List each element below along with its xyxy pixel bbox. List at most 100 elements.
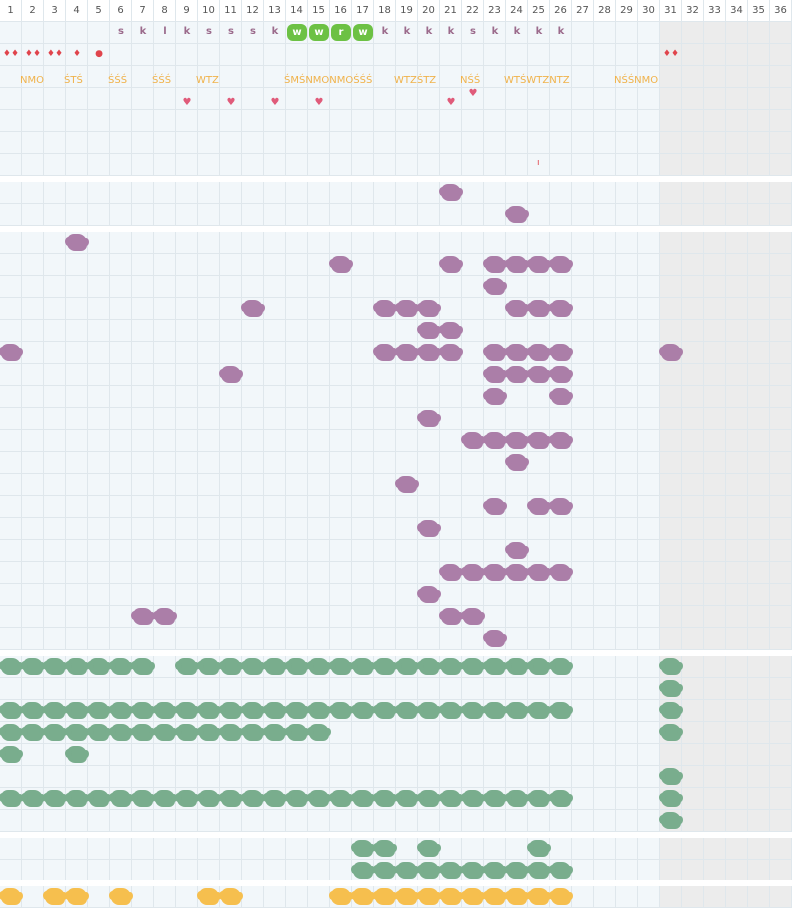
- grid-cell[interactable]: [286, 606, 308, 628]
- grid-cell[interactable]: [726, 656, 748, 678]
- grid-cell[interactable]: [44, 22, 66, 44]
- grid-cell[interactable]: [22, 22, 44, 44]
- grid-cell[interactable]: [528, 88, 550, 110]
- grid-cell[interactable]: [44, 628, 66, 650]
- grid-cell[interactable]: [660, 298, 682, 320]
- grid-cell[interactable]: [638, 744, 660, 766]
- grid-cell[interactable]: [44, 182, 66, 204]
- green-entry[interactable]: [395, 658, 419, 675]
- grid-cell[interactable]: [176, 766, 198, 788]
- green-entry[interactable]: [241, 702, 265, 719]
- green-entry[interactable]: [175, 658, 199, 675]
- grid-cell[interactable]: [484, 606, 506, 628]
- grid-cell[interactable]: [132, 22, 154, 44]
- day-header[interactable]: 12: [242, 0, 264, 22]
- grid-cell[interactable]: [176, 154, 198, 176]
- grid-cell[interactable]: [682, 232, 704, 254]
- grid-cell[interactable]: [132, 584, 154, 606]
- grid-cell[interactable]: [440, 66, 462, 88]
- grid-cell[interactable]: [330, 584, 352, 606]
- grid-cell[interactable]: [220, 860, 242, 882]
- grid-cell[interactable]: [748, 722, 770, 744]
- grid-cell[interactable]: [616, 452, 638, 474]
- grid-cell[interactable]: [286, 66, 308, 88]
- grid-cell[interactable]: [44, 364, 66, 386]
- purple-entry[interactable]: [483, 344, 507, 361]
- grid-cell[interactable]: [0, 232, 22, 254]
- grid-cell[interactable]: [220, 254, 242, 276]
- grid-cell[interactable]: [770, 540, 792, 562]
- day-header[interactable]: 3: [44, 0, 66, 22]
- grid-cell[interactable]: [330, 766, 352, 788]
- grid-cell[interactable]: [616, 474, 638, 496]
- grid-cell[interactable]: [704, 110, 726, 132]
- grid-cell[interactable]: [704, 700, 726, 722]
- grid-cell[interactable]: [616, 562, 638, 584]
- grid-cell[interactable]: [726, 518, 748, 540]
- grid-cell[interactable]: [154, 22, 176, 44]
- grid-cell[interactable]: [44, 474, 66, 496]
- grid-cell[interactable]: [352, 496, 374, 518]
- grid-cell[interactable]: [440, 722, 462, 744]
- grid-cell[interactable]: [396, 182, 418, 204]
- grid-cell[interactable]: [66, 66, 88, 88]
- grid-cell[interactable]: [770, 254, 792, 276]
- grid-cell[interactable]: [44, 320, 66, 342]
- day-header[interactable]: 28: [594, 0, 616, 22]
- grid-cell[interactable]: [572, 496, 594, 518]
- grid-cell[interactable]: [660, 204, 682, 226]
- grid-cell[interactable]: [660, 276, 682, 298]
- grid-cell[interactable]: [176, 518, 198, 540]
- purple-entry[interactable]: [417, 300, 441, 317]
- grid-cell[interactable]: [242, 886, 264, 908]
- grid-cell[interactable]: [44, 44, 66, 66]
- grid-cell[interactable]: [726, 562, 748, 584]
- grid-cell[interactable]: [506, 584, 528, 606]
- grid-cell[interactable]: [308, 88, 330, 110]
- green-entry[interactable]: [527, 658, 551, 675]
- grid-cell[interactable]: [66, 298, 88, 320]
- green-entry[interactable]: [263, 702, 287, 719]
- grid-cell[interactable]: [374, 496, 396, 518]
- grid-cell[interactable]: [220, 584, 242, 606]
- grid-cell[interactable]: [44, 540, 66, 562]
- green-entry[interactable]: [505, 702, 529, 719]
- grid-cell[interactable]: [748, 154, 770, 176]
- grid-cell[interactable]: [66, 276, 88, 298]
- grid-cell[interactable]: [594, 540, 616, 562]
- grid-cell[interactable]: [132, 110, 154, 132]
- grid-cell[interactable]: [704, 276, 726, 298]
- grid-cell[interactable]: [726, 860, 748, 882]
- grid-cell[interactable]: [308, 766, 330, 788]
- grid-cell[interactable]: [550, 232, 572, 254]
- grid-cell[interactable]: [286, 540, 308, 562]
- grid-cell[interactable]: [0, 204, 22, 226]
- grid-cell[interactable]: [220, 606, 242, 628]
- grid-cell[interactable]: [748, 408, 770, 430]
- grid-cell[interactable]: [132, 540, 154, 562]
- grid-cell[interactable]: [726, 810, 748, 832]
- day-header[interactable]: 23: [484, 0, 506, 22]
- grid-cell[interactable]: [616, 88, 638, 110]
- grid-cell[interactable]: [242, 66, 264, 88]
- grid-cell[interactable]: [616, 656, 638, 678]
- green-entry[interactable]: [219, 658, 243, 675]
- grid-cell[interactable]: [22, 386, 44, 408]
- grid-cell[interactable]: [770, 744, 792, 766]
- grid-cell[interactable]: [616, 204, 638, 226]
- grid-cell[interactable]: [110, 254, 132, 276]
- grid-cell[interactable]: [176, 182, 198, 204]
- grid-cell[interactable]: [682, 860, 704, 882]
- grid-cell[interactable]: [44, 386, 66, 408]
- grid-cell[interactable]: [726, 788, 748, 810]
- grid-cell[interactable]: [638, 88, 660, 110]
- grid-cell[interactable]: [572, 132, 594, 154]
- grid-cell[interactable]: [242, 562, 264, 584]
- grid-cell[interactable]: [374, 364, 396, 386]
- grid-cell[interactable]: [528, 584, 550, 606]
- grid-cell[interactable]: [704, 860, 726, 882]
- grid-cell[interactable]: [132, 678, 154, 700]
- grid-cell[interactable]: [440, 678, 462, 700]
- grid-cell[interactable]: [176, 110, 198, 132]
- grid-cell[interactable]: [0, 110, 22, 132]
